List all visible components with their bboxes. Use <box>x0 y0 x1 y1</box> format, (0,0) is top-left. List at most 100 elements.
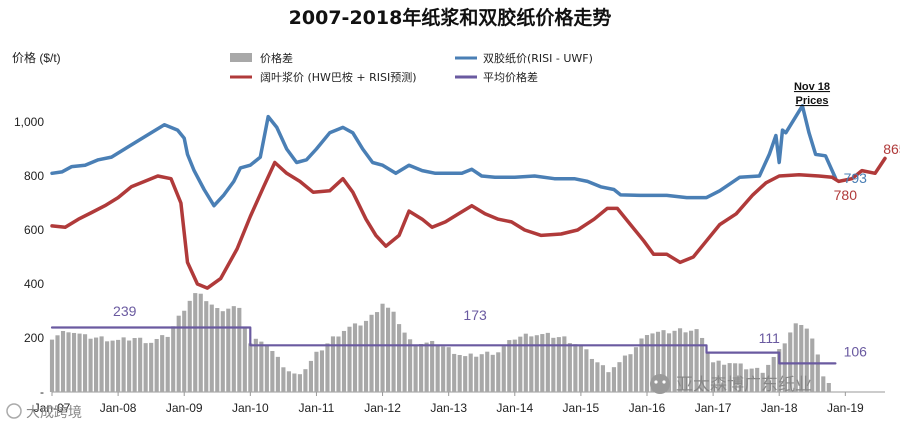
spread-bar <box>518 336 523 392</box>
spread-bar <box>292 373 297 392</box>
spread-bar <box>611 367 617 392</box>
spread-bar <box>677 328 683 392</box>
spread-bar <box>793 323 798 392</box>
data-label: 173 <box>463 307 487 323</box>
spread-bar <box>204 301 209 392</box>
y-tick-label: 600 <box>24 223 44 237</box>
spread-bar <box>457 355 462 392</box>
spread-bar <box>512 339 517 392</box>
spread-bar <box>644 335 650 392</box>
spread-bar <box>248 343 253 392</box>
spread-bar <box>600 365 605 392</box>
spread-bar <box>220 311 225 392</box>
spread-bar <box>215 308 220 392</box>
x-tick-label: Jan-08 <box>100 401 137 415</box>
spread-bar <box>589 358 594 392</box>
spread-bar <box>639 338 644 392</box>
spread-bar <box>347 326 352 392</box>
spread-bar <box>77 333 82 392</box>
spread-bar <box>628 354 633 392</box>
spread-bar <box>259 341 264 392</box>
spread-bar <box>501 346 506 392</box>
spread-bar <box>689 330 694 392</box>
spread-bar <box>821 376 826 392</box>
spread-bar <box>755 367 760 392</box>
spread-bar <box>160 335 165 392</box>
spread-bar <box>666 333 672 392</box>
spread-bar <box>810 338 815 392</box>
spread-bar <box>198 293 203 392</box>
spread-bar <box>716 360 721 392</box>
spread-bar <box>441 346 446 392</box>
spread-bar <box>94 337 99 392</box>
spread-bar <box>799 324 804 392</box>
spread-bar <box>760 372 765 392</box>
spread-bar <box>556 337 561 392</box>
callout-line-2: Prices <box>795 95 828 107</box>
spread-bar <box>430 340 435 392</box>
spread-bar <box>694 329 699 392</box>
spread-bar <box>617 362 622 392</box>
spread-bar <box>363 320 369 392</box>
spread-bar <box>446 347 451 392</box>
spread-bar <box>99 336 104 392</box>
spread-bar <box>766 364 771 392</box>
pulp-price-line <box>50 156 887 290</box>
spread-bar <box>727 363 732 392</box>
spread-bar <box>479 354 484 392</box>
spread-bar <box>171 326 176 392</box>
legend-label-pulp: 阔叶浆价 (HW巴桉 + RISI预测) <box>260 70 417 84</box>
y-tick-label: 800 <box>24 169 44 183</box>
spread-bar <box>330 336 336 392</box>
x-tick-label: Jan-12 <box>364 401 401 415</box>
callout-line-1: Nov 18 <box>794 81 830 93</box>
spread-bar <box>804 328 809 392</box>
spread-bar <box>661 330 666 392</box>
legend-label-avg: 平均价格差 <box>483 70 538 84</box>
spread-bar <box>534 335 539 392</box>
spread-bar <box>49 339 55 392</box>
data-label: 793 <box>844 170 868 186</box>
spread-bar <box>380 303 385 392</box>
spread-bar <box>121 337 126 392</box>
spread-bar <box>165 336 170 392</box>
spread-bar <box>182 310 187 392</box>
spread-bar <box>711 362 716 392</box>
x-tick-label: Jan-19 <box>827 401 864 415</box>
spread-bar <box>270 350 275 392</box>
spread-bar <box>325 343 330 392</box>
spread-bar <box>176 315 181 392</box>
spread-bar <box>584 349 589 392</box>
spread-bar <box>595 362 600 392</box>
y-axis-label: 价格 ($/t) <box>12 50 61 65</box>
spread-bar <box>529 336 534 392</box>
x-tick-label: Jan-14 <box>496 401 533 415</box>
watermarks: 亚太森博广东纸业 大成跨境 <box>6 374 812 421</box>
spread-bar <box>738 363 743 392</box>
spread-bar <box>402 332 407 392</box>
spread-bar <box>105 341 110 392</box>
wechat-icon-eye-right <box>662 380 666 384</box>
spread-bar <box>562 336 567 392</box>
x-tick-label: Jan-11 <box>299 401 335 415</box>
spread-bar <box>578 345 583 392</box>
spread-bar <box>374 312 380 392</box>
spread-bar <box>314 351 319 392</box>
spread-bar <box>127 340 132 392</box>
spread-bar <box>281 367 286 392</box>
spread-bar <box>419 343 424 392</box>
data-label: 111 <box>759 330 780 346</box>
spread-bar <box>286 371 291 392</box>
spread-bar <box>655 331 661 392</box>
spread-bar <box>264 346 269 392</box>
x-tick-label: Jan-09 <box>166 401 203 415</box>
spread-bar <box>622 355 628 392</box>
spread-bar <box>391 311 396 392</box>
spread-bar <box>253 338 258 392</box>
legend-swatch-spread <box>230 53 252 62</box>
uwf-price-line <box>50 104 838 208</box>
x-tick-label: Jan-15 <box>563 401 600 415</box>
x-tick-label: Jan-13 <box>430 401 467 415</box>
spread-bar <box>209 304 214 392</box>
spread-bar <box>358 325 363 392</box>
